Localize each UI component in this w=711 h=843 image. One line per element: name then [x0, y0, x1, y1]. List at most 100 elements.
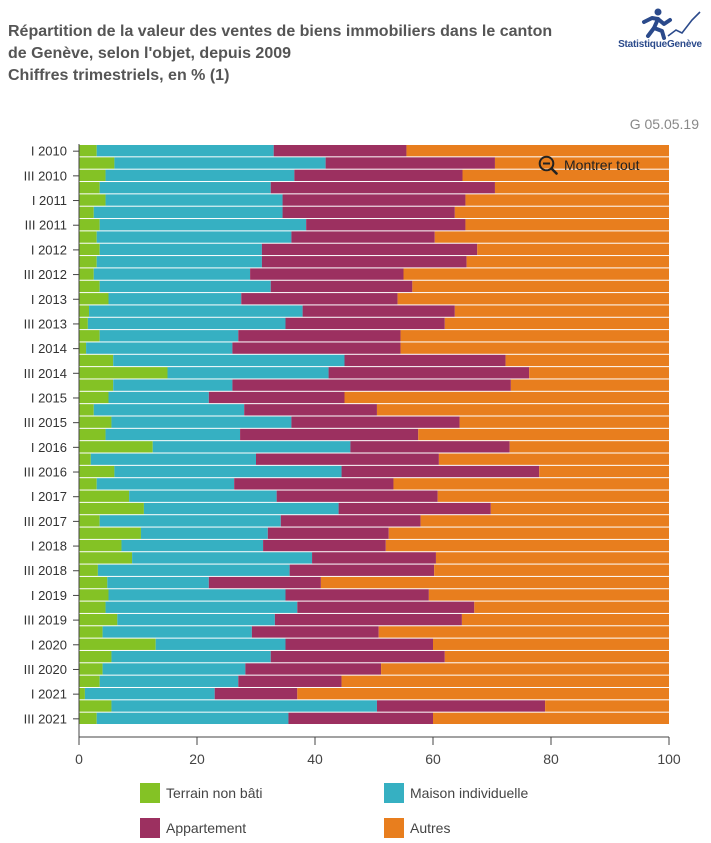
- bar-segment[interactable]: [111, 700, 377, 712]
- bar-segment[interactable]: [79, 268, 94, 280]
- bar-segment[interactable]: [494, 157, 669, 169]
- bar-segment[interactable]: [250, 268, 404, 280]
- bar-segment[interactable]: [96, 712, 289, 724]
- bar-segment[interactable]: [433, 712, 669, 724]
- bar-segment[interactable]: [114, 157, 326, 169]
- bar-segment[interactable]: [400, 342, 669, 354]
- bar-segment[interactable]: [79, 552, 133, 564]
- bar-segment[interactable]: [79, 256, 97, 268]
- bar-segment[interactable]: [93, 206, 283, 219]
- bar-segment[interactable]: [344, 354, 506, 367]
- bar-segment[interactable]: [79, 638, 156, 650]
- bar-segment[interactable]: [270, 182, 495, 194]
- bar-segment[interactable]: [261, 256, 467, 268]
- bar-segment[interactable]: [232, 342, 401, 354]
- bar-segment[interactable]: [79, 465, 115, 478]
- bar-segment[interactable]: [465, 194, 669, 206]
- bar-segment[interactable]: [87, 317, 286, 330]
- bar-segment[interactable]: [437, 490, 669, 502]
- bar-segment[interactable]: [79, 243, 100, 256]
- bar-segment[interactable]: [238, 675, 342, 687]
- bar-segment[interactable]: [79, 478, 97, 490]
- bar-segment[interactable]: [302, 305, 455, 317]
- bar-segment[interactable]: [328, 367, 530, 379]
- bar-segment[interactable]: [267, 527, 389, 539]
- bar-segment[interactable]: [244, 404, 377, 416]
- bar-segment[interactable]: [388, 527, 669, 539]
- bar-segment[interactable]: [132, 552, 313, 564]
- bar-segment[interactable]: [490, 502, 669, 515]
- bar-segment[interactable]: [420, 515, 669, 527]
- bar-segment[interactable]: [152, 441, 351, 453]
- bar-segment[interactable]: [529, 367, 669, 379]
- bar-segment[interactable]: [117, 613, 275, 626]
- bar-segment[interactable]: [79, 515, 100, 527]
- bar-segment[interactable]: [79, 367, 168, 379]
- bar-segment[interactable]: [121, 539, 264, 552]
- bar-segment[interactable]: [325, 157, 495, 169]
- bar-segment[interactable]: [79, 675, 100, 687]
- bar-segment[interactable]: [79, 404, 94, 416]
- bar-segment[interactable]: [462, 169, 670, 182]
- bar-segment[interactable]: [312, 552, 436, 564]
- bar-segment[interactable]: [79, 663, 103, 675]
- bar-segment[interactable]: [344, 391, 670, 404]
- bar-segment[interactable]: [435, 552, 669, 564]
- bar-segment[interactable]: [256, 453, 439, 465]
- bar-segment[interactable]: [276, 490, 438, 502]
- bar-segment[interactable]: [418, 428, 669, 441]
- bar-segment[interactable]: [285, 317, 445, 330]
- bar-segment[interactable]: [510, 379, 669, 391]
- bar-segment[interactable]: [459, 416, 669, 428]
- bar-segment[interactable]: [539, 465, 669, 478]
- bar-segment[interactable]: [79, 379, 114, 391]
- bar-segment[interactable]: [403, 268, 670, 280]
- bar-segment[interactable]: [320, 576, 669, 589]
- bar-segment[interactable]: [79, 416, 112, 428]
- bar-segment[interactable]: [108, 589, 286, 601]
- bar-segment[interactable]: [113, 379, 233, 391]
- bar-segment[interactable]: [378, 626, 669, 638]
- bar-segment[interactable]: [86, 342, 233, 354]
- legend-item-maison[interactable]: Maison individuelle: [384, 782, 528, 804]
- bar-segment[interactable]: [99, 330, 239, 342]
- bar-segment[interactable]: [99, 515, 281, 527]
- bar-segment[interactable]: [412, 280, 669, 293]
- bar-segment[interactable]: [79, 194, 106, 206]
- bar-segment[interactable]: [79, 428, 106, 441]
- bar-segment[interactable]: [291, 231, 435, 243]
- bar-segment[interactable]: [350, 441, 510, 453]
- bar-segment[interactable]: [461, 613, 669, 626]
- bar-segment[interactable]: [208, 576, 321, 589]
- bar-segment[interactable]: [434, 564, 669, 576]
- bar-segment[interactable]: [79, 219, 100, 231]
- bar-segment[interactable]: [273, 145, 407, 157]
- bar-segment[interactable]: [79, 330, 100, 342]
- bar-segment[interactable]: [96, 231, 292, 243]
- bar-segment[interactable]: [99, 243, 262, 256]
- bar-segment[interactable]: [270, 280, 413, 293]
- bar-segment[interactable]: [434, 231, 669, 243]
- bar-segment[interactable]: [494, 182, 669, 194]
- bar-segment[interactable]: [111, 416, 292, 428]
- bar-segment[interactable]: [79, 280, 100, 293]
- bar-segment[interactable]: [108, 391, 209, 404]
- bar-segment[interactable]: [79, 169, 106, 182]
- bar-segment[interactable]: [96, 478, 235, 490]
- bar-segment[interactable]: [285, 589, 429, 601]
- bar-segment[interactable]: [477, 243, 669, 256]
- bar-segment[interactable]: [79, 601, 106, 613]
- bar-segment[interactable]: [99, 182, 271, 194]
- bar-segment[interactable]: [105, 169, 295, 182]
- bar-segment[interactable]: [111, 650, 271, 663]
- bar-segment[interactable]: [251, 626, 379, 638]
- bar-segment[interactable]: [96, 256, 262, 268]
- bar-segment[interactable]: [289, 564, 435, 576]
- bar-segment[interactable]: [79, 712, 97, 724]
- bar-segment[interactable]: [108, 293, 242, 305]
- bar-segment[interactable]: [376, 404, 669, 416]
- bar-segment[interactable]: [93, 268, 251, 280]
- bar-segment[interactable]: [89, 305, 303, 317]
- bar-segment[interactable]: [214, 687, 298, 700]
- bar-segment[interactable]: [234, 478, 394, 490]
